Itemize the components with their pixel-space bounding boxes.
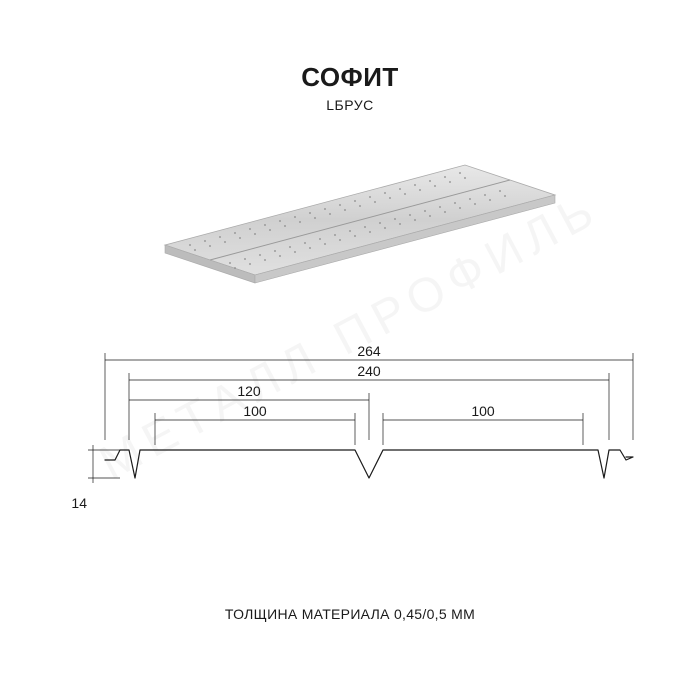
technical-drawing: 264 240 120 100 100 14 xyxy=(60,345,640,545)
dim-inner: 240 xyxy=(357,363,381,379)
header: СОФИТ LБРУС xyxy=(0,0,700,113)
dim-left-inner: 100 xyxy=(243,403,267,419)
page-subtitle: LБРУС xyxy=(0,97,700,113)
profile-cross-section xyxy=(105,450,633,478)
panel-3d xyxy=(165,165,555,283)
page-title: СОФИТ xyxy=(0,62,700,93)
dim-height: 14 xyxy=(71,495,87,511)
product-illustration xyxy=(135,135,565,305)
dim-overall: 264 xyxy=(357,345,381,359)
dimension-lines: 264 240 120 100 100 14 xyxy=(71,345,633,511)
dim-left-outer: 120 xyxy=(237,383,261,399)
footer-text: ТОЛЩИНА МАТЕРИАЛА 0,45/0,5 ММ xyxy=(0,606,700,622)
dim-right: 100 xyxy=(471,403,495,419)
